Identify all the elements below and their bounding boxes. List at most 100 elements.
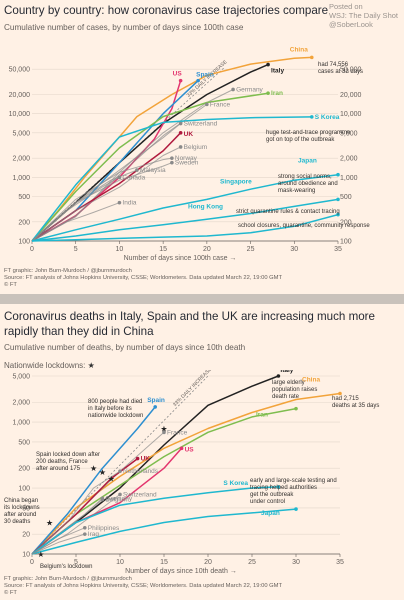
y-tick-right-200: 200 xyxy=(340,219,352,226)
lockdown-legend: Nationwide lockdowns: ★ xyxy=(4,361,95,370)
lockdown-star-icon-france: ★ xyxy=(99,468,106,477)
y-tick-left-20: 20 xyxy=(22,532,30,539)
series-end-point-netherlands xyxy=(118,469,122,474)
chart2-source: Source: FT analysis of Johns Hopkins Uni… xyxy=(4,583,283,589)
y-tick-left-200: 200 xyxy=(18,219,30,226)
series-end-point-switzerland xyxy=(118,492,122,497)
series-end-point-iraq xyxy=(83,532,87,536)
series-line-belgium xyxy=(31,146,181,242)
annotation-china-note-line2: cases at 32 days xyxy=(318,69,363,75)
annotation-china-note-line2: deaths at 35 days xyxy=(332,403,379,409)
series-label-italy: Italy xyxy=(271,68,284,75)
y-tick-left-1000: 1,000 xyxy=(12,175,30,182)
series-end-point-us xyxy=(178,78,183,83)
x-tick-25: 25 xyxy=(247,246,255,253)
reference-line-label: 33% DAILY INCREASE xyxy=(186,59,229,99)
x-axis-label: Number of days since 100th case → xyxy=(124,255,237,262)
series-line-germany xyxy=(31,89,234,242)
lockdown-star-icon-belgium: ★ xyxy=(37,550,44,559)
series-end-point-s-korea xyxy=(309,115,314,119)
y-tick-left-10: 10 xyxy=(22,552,30,559)
series-end-point-france xyxy=(162,430,166,435)
annotation-japan-note-line2: around obedience and xyxy=(278,181,338,187)
series-end-point-s-korea xyxy=(276,485,281,489)
series-label-singapore: Singapore xyxy=(220,178,252,185)
series-label-uk: UK xyxy=(141,456,151,463)
annotation-hong-kong-note: school closures, quarantine, community r… xyxy=(238,223,370,229)
annotation-china-lockdown-note-line1: China began xyxy=(4,498,38,504)
y-tick-left-10000: 10,000 xyxy=(9,111,31,118)
lockdown-star-icon-china: ★ xyxy=(46,519,53,528)
series-end-point-philippines xyxy=(83,525,87,530)
y-tick-right-20000: 20,000 xyxy=(340,92,362,99)
lockdown-star-icon-italy: ★ xyxy=(160,424,167,433)
series-line-switzerland xyxy=(31,123,181,242)
series-label-iraq: Iraq xyxy=(88,531,100,538)
series-end-point-japan xyxy=(294,507,298,511)
y-tick-left-1000: 1,000 xyxy=(12,420,30,427)
chart2-source-credit: FT graphic: John Burn-Murdoch / @jburnmu… xyxy=(4,576,132,582)
series-line-japan xyxy=(31,508,297,555)
y-tick-left-100: 100 xyxy=(18,486,30,493)
series-end-point-singapore xyxy=(336,197,340,202)
series-end-point-spain xyxy=(196,78,200,83)
annotation-spain-france-lockdown-note-line3: after around 175 xyxy=(36,466,81,472)
deaths-chart-svg: 10 20 50 100 200 500 1,000 2,000 5,000 0 5 10 15 20 25… xyxy=(4,370,379,575)
series-end-point-china xyxy=(309,55,314,60)
series-end-point-norway xyxy=(170,156,174,160)
series-label-spain: Spain xyxy=(196,72,214,79)
series-end-point-spain xyxy=(153,405,157,409)
series-label-hong-kong: Hong Kong xyxy=(188,204,223,211)
x-tick-15: 15 xyxy=(159,246,167,253)
series-end-point-japan xyxy=(336,172,340,177)
series-label-japan: Japan xyxy=(298,158,317,165)
series-end-point-uk xyxy=(135,456,140,461)
chart1-title: Country by country: how coronavirus case… xyxy=(4,4,329,17)
watermark-line2: WSJ: The Daily Shot xyxy=(328,11,398,20)
chart2-title-line1: Coronavirus deaths in Italy, Spain and t… xyxy=(4,310,375,323)
series-end-point-uk xyxy=(178,131,183,135)
x-tick-10: 10 xyxy=(116,246,124,253)
series-end-point-india xyxy=(117,200,122,205)
series-end-point-belgium xyxy=(100,497,105,502)
series-line-s-korea xyxy=(31,116,312,242)
y-tick-right-10000: 10,000 xyxy=(340,111,362,118)
x-tick-0: 0 xyxy=(30,246,34,253)
y-tick-left-50: 50 xyxy=(22,505,30,512)
series-end-point-iran xyxy=(294,406,298,411)
series-line-spain xyxy=(31,406,156,555)
series-line-hong-kong xyxy=(31,213,339,242)
x-tick-5: 5 xyxy=(74,559,78,566)
annotation-china-lockdown-note-line2: its lockdowns xyxy=(4,505,40,511)
y-tick-left-500: 500 xyxy=(18,194,30,201)
series-end-point-us xyxy=(179,446,184,451)
y-tick-left-20000: 20,000 xyxy=(9,92,31,99)
annotation-italy-lockdown-note-line2: in Italy before its xyxy=(88,406,132,412)
series-label-s-korea: S Korea xyxy=(315,114,340,121)
annotation-s-korea-note-line1: early and large-scale testing and xyxy=(250,478,337,484)
series-label-philippines: Philippines xyxy=(88,525,120,532)
annotation-japan-note-line1: strong social norms, xyxy=(278,174,332,180)
lockdown-star-icon-spain: ★ xyxy=(90,464,97,473)
y-tick-left-5000: 5,000 xyxy=(12,374,30,381)
x-tick-30: 30 xyxy=(290,246,298,253)
series-end-point-canada xyxy=(117,175,122,180)
x-tick-25: 25 xyxy=(248,559,256,566)
y-tick-left-100: 100 xyxy=(18,239,30,246)
x-tick-10: 10 xyxy=(116,559,124,566)
annotation-japan-note-line3: mask-wearing xyxy=(278,188,315,194)
series-line-canada xyxy=(31,176,120,242)
series-end-point-germany xyxy=(231,87,235,92)
x-tick-30: 30 xyxy=(292,559,300,566)
annotation-china-lockdown-note-line4: 30 deaths xyxy=(4,519,30,525)
series-label-malaysia: Malaysia xyxy=(140,167,166,174)
x-tick-20: 20 xyxy=(204,559,212,566)
series-label-belgium: Belgium xyxy=(105,497,128,504)
series-line-norway xyxy=(31,157,172,242)
series-end-point-hong-kong xyxy=(336,212,340,217)
annotation-s-korea-note-line1: huge test-and-trace programme xyxy=(266,130,351,136)
chart1-source-credit: FT graphic: John Burn-Murdoch / @jburnmu… xyxy=(4,268,132,274)
annotation-s-korea-note-line3: get the outbreak xyxy=(250,492,294,498)
series-label-canada: Canada xyxy=(122,174,145,181)
